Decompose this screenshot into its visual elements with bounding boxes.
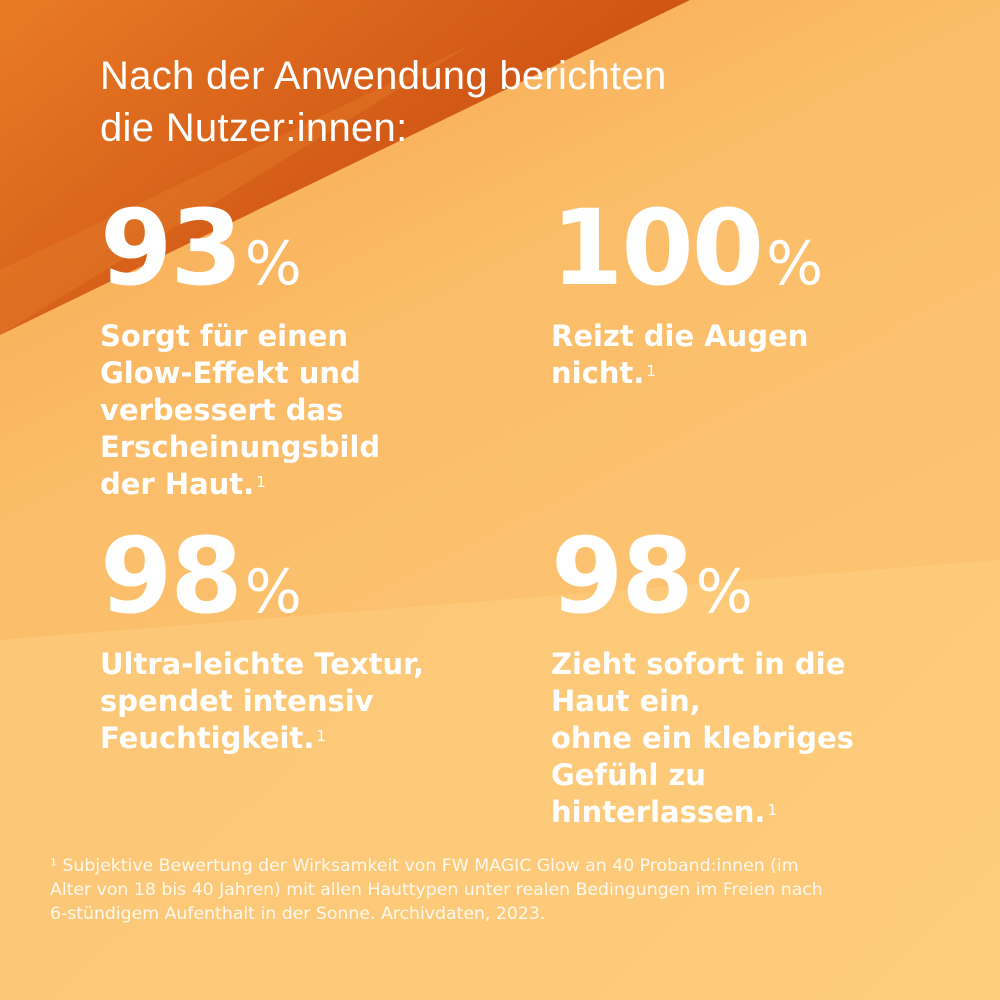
footnote-marker: 1 [256,473,266,491]
stat-description: Zieht sofort in die Haut ein, ohne ein k… [551,646,854,831]
stat-percentage: 100% [551,196,823,300]
stat-description-line: verbessert das [100,393,344,427]
stat-percentage: 98% [551,524,854,628]
stat-absorption: 98% Zieht sofort in die Haut ein, ohne e… [551,524,854,831]
stat-value: 98 [551,515,694,637]
stat-description: Sorgt für einen Glow-Effekt und verbesse… [100,318,380,503]
stat-description: Ultra-leichte Textur, spendet intensiv F… [100,646,424,757]
stat-description-text: Feuchtigkeit. [100,721,315,755]
stat-percentage: 98% [100,524,424,628]
stat-glow: 93% Sorgt für einen Glow-Effekt und verb… [100,196,380,503]
percent-sign: % [244,229,302,299]
stat-description-line: Haut ein, [551,684,701,718]
stat-description-line: Erscheinungsbild [100,430,381,464]
stat-description-line: hinterlassen. 1 [551,794,854,831]
footnote-line: Alter von 18 bis 40 Jahren) mit allen Ha… [50,880,823,900]
stat-description-line: der Haut. 1 [100,466,380,503]
headline: Nach der Anwendung berichten die Nutzer:… [100,50,900,154]
stat-description-line: spendet intensiv [100,684,374,718]
stat-value: 93 [100,187,243,309]
stat-description-line: Glow-Effekt und [100,356,361,390]
stat-percentage: 93% [100,196,380,300]
headline-line: Nach der Anwendung berichten [100,54,667,98]
footnote: ¹ Subjektive Bewertung der Wirksamkeit v… [50,854,950,926]
stat-description-text: der Haut. [100,467,255,501]
bg-shadow-plane [0,0,690,335]
stat-description-text: nicht. [551,356,645,390]
percent-sign: % [244,557,302,627]
headline-line: die Nutzer:innen: [100,106,408,150]
stat-description-line: Zieht sofort in die [551,647,846,681]
stat-description-line: Gefühl zu [551,758,706,792]
stat-texture: 98% Ultra-leichte Textur, spendet intens… [100,524,424,757]
footnote-marker: 1 [646,362,656,380]
stat-description-line: Sorgt für einen [100,319,349,353]
stat-description: Reizt die Augen nicht. 1 [551,318,823,392]
stat-eyes: 100% Reizt die Augen nicht. 1 [551,196,823,392]
footnote-marker: 1 [767,801,777,819]
stat-description-text: hinterlassen. [551,795,766,829]
footnote-line: 6-stündigem Aufenthalt in der Sonne. Arc… [50,904,546,924]
percent-sign: % [766,229,824,299]
stat-description-line: Ultra-leichte Textur, [100,647,425,681]
bg-shadow-highlight [0,45,470,335]
percent-sign: % [695,557,753,627]
stat-value: 100 [551,187,764,309]
stat-description-line: nicht. 1 [551,355,823,392]
stat-description-line: Reizt die Augen [551,319,809,353]
stat-description-line: Feuchtigkeit. 1 [100,720,424,757]
stat-description-line: ohne ein klebriges [551,721,854,755]
footnote-marker: 1 [316,727,326,745]
footnote-line: ¹ Subjektive Bewertung der Wirksamkeit v… [50,856,799,876]
stat-value: 98 [100,515,243,637]
